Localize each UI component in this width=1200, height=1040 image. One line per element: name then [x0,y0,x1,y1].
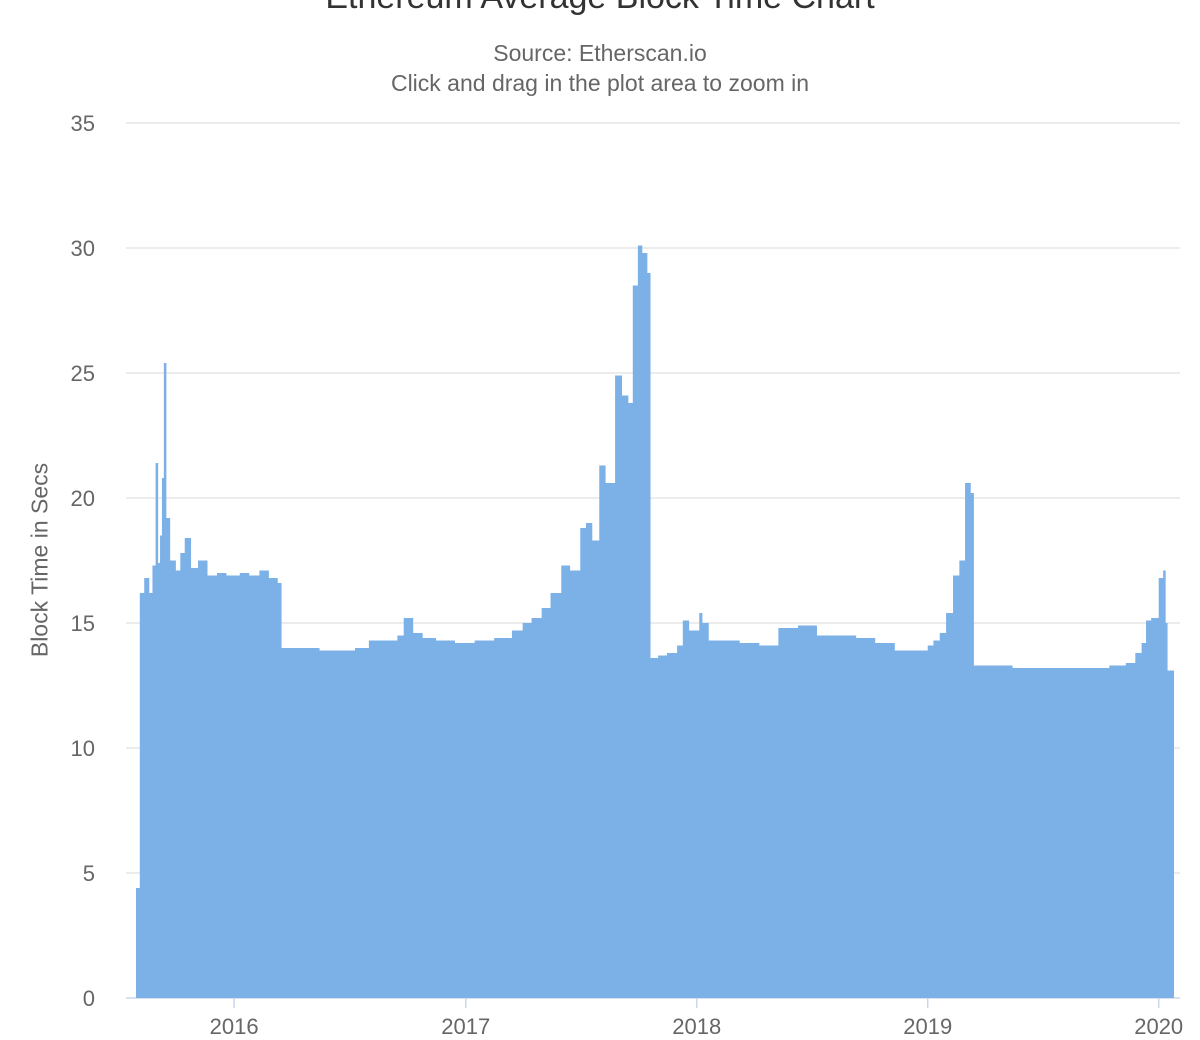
y-tick-label: 15 [71,611,95,636]
y-tick-label: 20 [71,486,95,511]
y-tick-label: 0 [83,986,95,1011]
chart-subtitle-source: Source: Etherscan.io [493,40,707,66]
x-tick-label: 2016 [210,1014,259,1039]
x-tick-label: 2020 [1134,1014,1183,1039]
y-tick-label: 10 [71,736,95,761]
y-tick-label: 25 [71,361,95,386]
chart-title: Ethereum Average Block Time Chart [0,0,1200,17]
x-tick-label: 2017 [441,1014,490,1039]
x-tick-label: 2019 [903,1014,952,1039]
y-tick-label: 35 [71,111,95,136]
series-area-layer [136,245,1174,998]
x-tick-label: 2018 [672,1014,721,1039]
chart-subtitle-zoom-hint: Click and drag in the plot area to zoom … [390,70,810,96]
x-axis: 2016 2017 2018 2019 2020 [210,998,1183,1039]
y-axis: 0 5 10 15 20 25 30 35 [71,111,95,1011]
y-tick-label: 30 [71,236,95,261]
series-area [136,245,1174,998]
y-tick-label: 5 [83,861,95,886]
